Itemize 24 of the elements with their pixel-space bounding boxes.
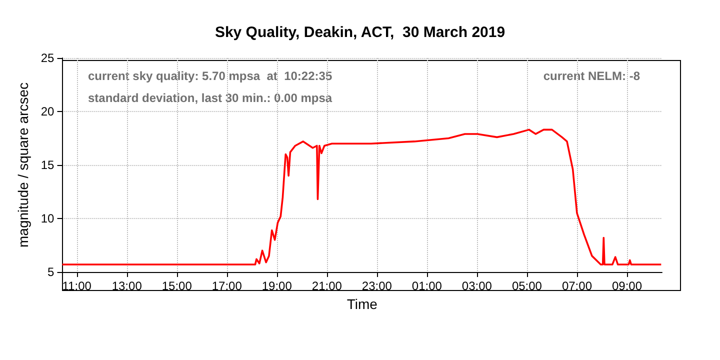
x-tick-label: 03:00: [462, 279, 492, 293]
x-tick-label: 21:00: [312, 279, 342, 293]
y-tick-label: 20: [40, 104, 55, 118]
x-tick-label: 13:00: [112, 279, 142, 293]
x-tick-label: 07:00: [562, 279, 592, 293]
x-tick-label: 11:00: [62, 279, 92, 293]
x-tick-label: 19:00: [262, 279, 292, 293]
chart-title: Sky Quality, Deakin, ACT, 30 March 2019: [214, 24, 506, 41]
x-tick-label: 15:00: [162, 279, 192, 293]
y-tick-label: 10: [40, 212, 55, 226]
annotation: current NELM: -8: [543, 69, 640, 83]
x-tick-label: 23:00: [362, 279, 392, 293]
x-axis-title: Time: [346, 296, 378, 312]
x-tick-label: 05:00: [512, 279, 542, 293]
x-tick-label: 09:00: [612, 279, 642, 293]
line-series: [61, 128, 662, 266]
y-tick-label: 15: [40, 158, 55, 172]
annotation: standard deviation, last 30 min.: 0.00 mpsa: [88, 91, 332, 105]
annotation: current sky quality: 5.70 mpsa at 10:22:35: [88, 69, 332, 83]
y-axis-title: magnitude / square arcsec: [15, 82, 31, 248]
x-tick-label: 01:00: [412, 279, 442, 293]
y-tick-label: 5: [48, 265, 55, 279]
x-tick-label: 17:00: [212, 279, 242, 293]
y-tick-label: 25: [40, 51, 55, 65]
